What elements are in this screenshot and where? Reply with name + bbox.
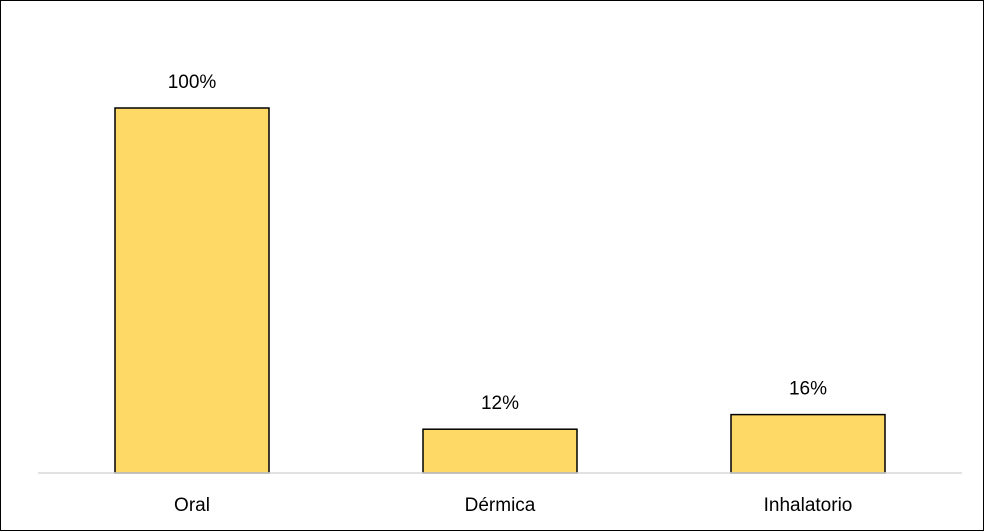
x-tick-label-dermica: Dérmica — [465, 495, 536, 516]
data-label-oral: 100% — [168, 72, 217, 93]
bar-inhalatorio — [730, 413, 886, 474]
bar-dermica — [422, 428, 578, 474]
x-tick-label-inhalatorio: Inhalatorio — [764, 495, 853, 516]
x-tick-labels-group: Oral Dérmica Inhalatorio — [174, 495, 852, 516]
data-label-inhalatorio: 16% — [789, 379, 827, 400]
x-tick-label-oral: Oral — [174, 495, 210, 516]
bar-oral — [114, 107, 270, 474]
bars-group — [114, 107, 886, 474]
data-labels-group: 100% 12% 16% — [168, 72, 827, 414]
data-label-dermica: 12% — [481, 393, 519, 414]
